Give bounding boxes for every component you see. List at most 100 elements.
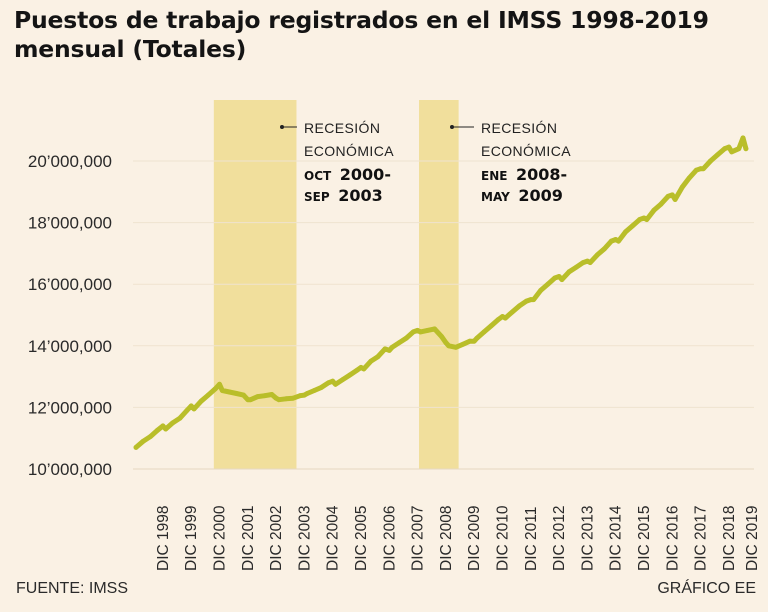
series-point xyxy=(443,340,449,346)
series-point xyxy=(545,281,551,287)
series-point xyxy=(481,329,487,335)
series-point xyxy=(679,184,685,190)
series-point xyxy=(552,275,558,281)
series-point xyxy=(502,315,508,321)
x-tick-label: DIC 2011 xyxy=(523,507,540,571)
series-point xyxy=(140,438,146,444)
series-point xyxy=(311,388,317,393)
x-tick-label: DIC 2016 xyxy=(664,506,681,571)
y-tick-label: 14’000,000 xyxy=(28,337,112,356)
series-point xyxy=(740,135,746,141)
series-point xyxy=(386,348,392,353)
chart-title: Puestos de trabajo registrados en el IMS… xyxy=(14,6,759,64)
x-tick-label: DIC 2002 xyxy=(268,506,285,571)
series-point xyxy=(729,149,735,155)
annotation-2-year2: 2009 xyxy=(518,186,563,205)
series-point xyxy=(743,146,749,152)
x-tick-label: DIC 2019 xyxy=(744,506,761,571)
series-point xyxy=(665,194,671,199)
series-point xyxy=(644,217,650,222)
annotation-1-range2: SEP 2003 xyxy=(304,186,383,205)
series-point xyxy=(198,398,204,404)
x-tick-label: DIC 2006 xyxy=(381,506,398,571)
annotation-1-label2: ECONÓMICA xyxy=(304,143,394,159)
annotation-2-year1: 2008- xyxy=(516,165,567,184)
series-point xyxy=(736,146,742,152)
x-tick-label: DIC 2001 xyxy=(240,506,257,571)
series-point xyxy=(330,378,336,384)
annotation-1-month1: OCT xyxy=(304,169,332,183)
series-point xyxy=(163,426,169,432)
title-line-1: Puestos de trabajo registrados en el IMS… xyxy=(14,6,709,34)
x-tick-label: DIC 2018 xyxy=(721,506,738,571)
series-point xyxy=(559,277,565,282)
x-tick-label: DIC 2009 xyxy=(466,506,483,571)
x-tick-label: DIC 2012 xyxy=(551,506,568,571)
series-point xyxy=(609,238,614,244)
series-point xyxy=(340,377,345,383)
series-point xyxy=(396,340,402,346)
series-point xyxy=(375,354,381,359)
annotation-1-month2: SEP xyxy=(304,190,330,204)
series-point xyxy=(439,334,444,339)
x-tick-label: DIC 2013 xyxy=(579,506,596,571)
annotation-2-label2: ECONÓMICA xyxy=(481,143,571,159)
series-point xyxy=(269,392,275,397)
series-point xyxy=(319,385,324,390)
annotation-2-month2: MAY xyxy=(481,190,510,204)
series-point xyxy=(453,344,459,350)
series-point xyxy=(495,317,501,322)
series-point xyxy=(410,329,416,335)
annotation-1-year1: 2000- xyxy=(340,165,391,184)
x-tick-label: DIC 2003 xyxy=(296,506,313,571)
series-point xyxy=(304,391,310,396)
series-point xyxy=(566,269,572,275)
series-point xyxy=(573,264,579,270)
annotation-1-label1: RECESIÓN xyxy=(304,120,380,136)
series-point xyxy=(651,207,657,213)
y-axis: 10’000,000 12’000,000 14’000,000 16’000,000… xyxy=(28,152,112,479)
annotation-1-dot xyxy=(280,125,284,129)
title-line-2: mensual (Totales) xyxy=(14,35,247,63)
y-tick-label: 12’000,000 xyxy=(28,398,112,417)
series-point xyxy=(403,335,409,341)
y-tick-label: 20’000,000 xyxy=(28,152,112,171)
series-point xyxy=(368,358,374,364)
series-point xyxy=(510,309,515,315)
series-point xyxy=(517,303,522,309)
series-point xyxy=(297,393,303,399)
series-point xyxy=(255,394,261,399)
series-point xyxy=(219,388,225,393)
series-point xyxy=(160,423,166,429)
annotation-2-range2: MAY 2009 xyxy=(481,186,563,205)
series-point xyxy=(538,288,544,293)
series-layer xyxy=(133,135,749,450)
series-point xyxy=(326,380,331,386)
series-point xyxy=(488,323,494,329)
series-point xyxy=(460,341,466,347)
series-point xyxy=(467,338,473,344)
series-point xyxy=(290,395,296,401)
series-point xyxy=(283,396,289,402)
series-point xyxy=(616,238,621,244)
y-tick-label: 16’000,000 xyxy=(28,275,112,294)
series-point xyxy=(524,298,529,304)
annotation-2-range1: ENE 2008- xyxy=(481,165,567,184)
y-tick-label: 18’000,000 xyxy=(28,214,112,233)
series-point xyxy=(177,415,183,421)
x-tick-label: DIC 2000 xyxy=(211,505,228,571)
x-tick-label: DIC 2005 xyxy=(353,506,370,571)
annotation-1-year2: 2003 xyxy=(338,186,383,205)
x-tick-label: DIC 1998 xyxy=(155,506,172,571)
series-point xyxy=(234,391,239,396)
annotation-recession-2: RECESIÓN ECONÓMICA ENE 2008- MAY 2009 xyxy=(450,120,571,205)
series-point xyxy=(637,217,643,222)
series-point xyxy=(212,386,218,392)
series-point xyxy=(389,344,395,350)
series-point xyxy=(726,144,732,150)
series-point xyxy=(474,335,480,341)
series-point xyxy=(531,297,536,302)
series-point xyxy=(154,428,160,433)
series-point xyxy=(602,246,607,252)
